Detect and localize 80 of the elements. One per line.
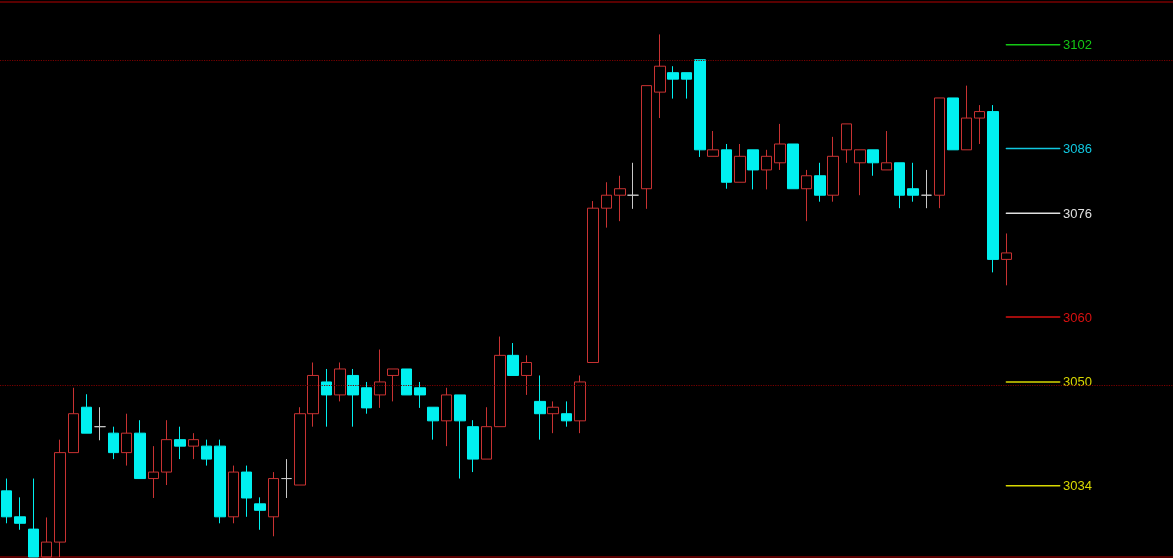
candlestick: [694, 59, 706, 158]
candlestick: [427, 406, 439, 441]
candlestick: [827, 136, 839, 203]
candlestick: [734, 143, 746, 183]
candlestick: [547, 400, 559, 434]
candlestick: [134, 419, 146, 480]
candlestick: [801, 169, 812, 222]
candlestick: [521, 354, 532, 396]
candlestick: [347, 368, 359, 428]
candlestick: [401, 368, 412, 396]
candlestick: [934, 97, 945, 209]
y-tick-label: 3102: [1063, 37, 1092, 53]
candlestick: [174, 426, 186, 460]
candlestick: [241, 465, 252, 518]
candlestick: [601, 181, 612, 229]
candlestick: [854, 149, 866, 196]
candlestick: [121, 413, 132, 467]
candlestick: [867, 149, 879, 177]
candlestick: [321, 368, 332, 428]
candlestick: [108, 426, 119, 460]
candlestick: [974, 104, 985, 145]
y-tick-label: 3086: [1063, 141, 1092, 157]
candlestick: [641, 85, 652, 210]
candlestick: [1, 478, 12, 524]
candlestick: [787, 143, 799, 190]
candlestick: [907, 162, 919, 203]
candlestick: [161, 419, 172, 486]
candlestick: [81, 393, 92, 434]
candlestick: [254, 496, 266, 531]
candlestick: [41, 516, 52, 558]
candlestick: [148, 445, 159, 499]
candlestick: [881, 130, 892, 171]
candlestick: [894, 162, 905, 209]
candlestick: [707, 130, 719, 157]
candlestick: [387, 368, 399, 402]
candlestick: [14, 496, 26, 531]
candlestick: [54, 439, 66, 558]
candlestick: [747, 149, 759, 190]
candlestick: [681, 72, 692, 100]
candlestick: [654, 33, 666, 119]
candlestick: [987, 104, 999, 273]
candlestick: [188, 432, 199, 460]
candlestick: [454, 394, 466, 480]
y-tick-label: 3034: [1063, 478, 1092, 494]
candlestick: [494, 336, 506, 428]
candlestick: [614, 175, 626, 222]
y-tick-label: 3050: [1063, 374, 1092, 390]
candlestick: [68, 387, 79, 454]
candlestick: [561, 400, 572, 428]
candlestick: [761, 149, 772, 190]
candlestick: [667, 65, 679, 100]
candlestick: [374, 349, 386, 409]
candlestick: [268, 471, 279, 537]
y-tick-label: 3060: [1063, 309, 1092, 325]
candlestick: [921, 169, 932, 209]
candlestick: [534, 374, 546, 441]
candlestick: [441, 387, 452, 447]
candlestick: [414, 381, 426, 409]
candlestick: [627, 162, 639, 210]
y-tick-label: 3076: [1063, 205, 1092, 221]
candlestick: [507, 342, 519, 376]
candlestick: [721, 143, 732, 190]
candlestick: [281, 458, 292, 499]
candlestick: [481, 406, 492, 460]
candlestick: [467, 419, 479, 473]
candlestick: [1001, 232, 1012, 286]
candlestick: [214, 439, 226, 524]
candlestick: [201, 439, 212, 467]
candlestick: [94, 406, 106, 441]
candlestick: [961, 85, 972, 151]
candlestick: [228, 465, 239, 524]
candlestick: [334, 361, 346, 402]
candlestick: [574, 374, 586, 434]
candlestick: [361, 381, 372, 415]
candlestick: [774, 123, 786, 171]
candlestick: [28, 478, 39, 558]
candlestick: [841, 123, 852, 164]
candlestick: [587, 200, 599, 363]
candlestick: [814, 162, 826, 203]
candlestick: [947, 97, 959, 151]
